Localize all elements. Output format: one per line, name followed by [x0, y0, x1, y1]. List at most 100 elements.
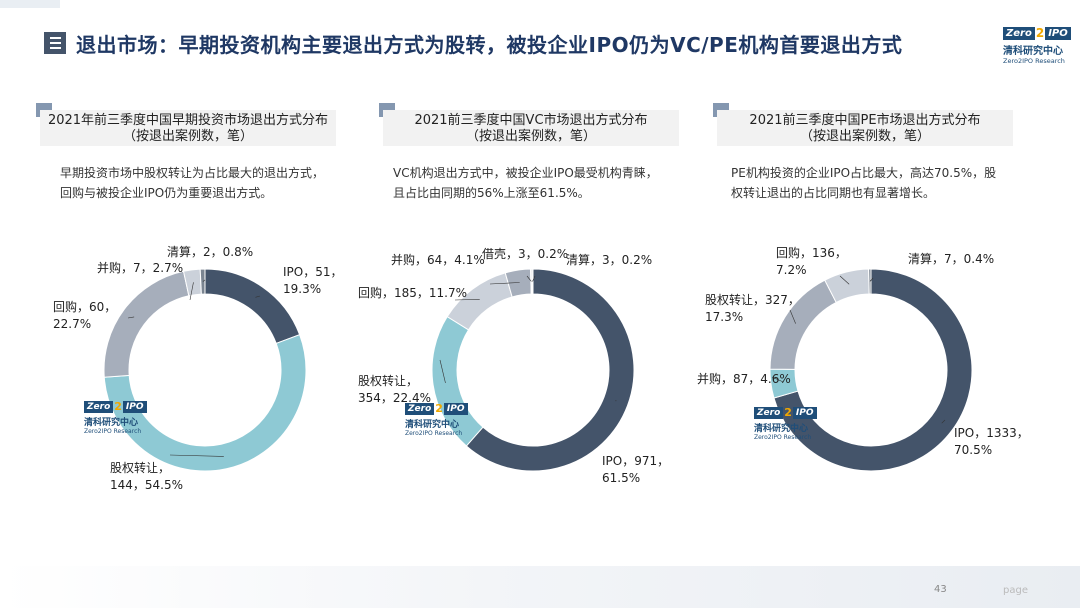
panel-title-line2: （按退出案例数，笔） — [122, 129, 253, 144]
logo-en-name: Zero2IPO Research — [405, 430, 463, 437]
slice-label-line1: 股权转让，327， — [705, 292, 800, 307]
slice-label: 股权转让， 354，22.4% — [358, 373, 431, 405]
slice-label-line1: IPO，1333， — [954, 426, 1029, 440]
panel-title: 2021年前三季度中国早期投资市场退出方式分布 （按退出案例数，笔） — [40, 110, 336, 146]
slice-label-line2: 7.2% — [776, 263, 807, 277]
logo-ipo: IPO — [792, 407, 817, 419]
slice-label: 清算，7，0.4% — [908, 251, 994, 266]
donut-slice-回购 — [446, 272, 513, 331]
panel-description: 早期投资市场中股权转让为占比最大的退出方式， 回购与被投企业IPO仍为重要退出方… — [60, 163, 350, 203]
panel-title-line2: （按退出案例数，笔） — [465, 129, 596, 144]
panel-desc-line1: PE机构投资的企业IPO占比最大，高达70.5%，股 — [731, 166, 997, 180]
slice-label-line2: 19.3% — [283, 282, 321, 296]
logo-zero: Zero — [754, 407, 784, 419]
leader-line — [189, 282, 194, 301]
panel-title: 2021前三季度中国VC市场退出方式分布 （按退出案例数，笔） — [383, 110, 679, 146]
slice-label-line2: 61.5% — [602, 471, 640, 485]
leader-line — [869, 277, 874, 282]
slice-label-line1: 回购，185，11.7% — [358, 285, 467, 300]
slice-label-line2: 22.7% — [53, 317, 91, 331]
panel-desc-line2: 回购与被投企业IPO仍为重要退出方式。 — [60, 186, 273, 200]
panel-title-line2: （按退出案例数，笔） — [799, 129, 930, 144]
logo-two: 2 — [784, 406, 792, 419]
slice-label-line1: 清算，2，0.8% — [167, 244, 253, 259]
slice-label-line2: 70.5% — [954, 443, 992, 457]
leader-line — [771, 376, 784, 383]
slice-label-line2: 17.3% — [705, 310, 743, 324]
brand-logo: Zero 2 IPO 清科研究中心 Zero2IPO Research — [1003, 27, 1071, 65]
leader-line — [127, 316, 135, 319]
leader-line — [839, 275, 850, 285]
leader-line — [439, 359, 446, 384]
slice-label: 股权转让，327， 17.3% — [705, 292, 800, 324]
panel-desc-line1: VC机构退出方式中，被投企业IPO最受机构青睐， — [393, 166, 658, 180]
panel-desc-line1: 早期投资市场中股权转让为占比最大的退出方式， — [60, 166, 325, 180]
panel-title-line1: 2021前三季度中国VC市场退出方式分布 — [414, 113, 648, 128]
leader-line — [202, 279, 206, 282]
menu-icon — [44, 32, 66, 54]
donut-slice-清算 — [531, 268, 534, 295]
logo-zero: Zero — [84, 401, 114, 413]
slice-label-line1: 回购，60， — [53, 299, 116, 314]
panel-description: PE机构投资的企业IPO占比最大，高达70.5%，股 权转让退出的占比同期也有显… — [731, 163, 1021, 203]
slice-label: IPO，1333， 70.5% — [954, 426, 1029, 457]
logo-two: 2 — [114, 400, 122, 413]
leader-line — [255, 295, 261, 298]
slice-label-line1: IPO，971， — [602, 454, 669, 468]
slice-label-line1: 清算，7，0.4% — [908, 251, 994, 266]
slice-label-line1: 并购，7，2.7% — [97, 260, 183, 275]
logo-cn-name: 清科研究中心 — [754, 424, 809, 434]
slice-label-line2: 144，54.5% — [110, 478, 183, 492]
slice-label-line2: 354，22.4% — [358, 391, 431, 405]
slice-label: 并购，87，4.6% — [697, 371, 791, 386]
corner-accent — [0, 0, 60, 8]
slice-label-line1: 并购，64，4.1% — [391, 252, 485, 267]
slice-label-line1: IPO，51， — [283, 265, 343, 279]
leader-line — [169, 454, 224, 457]
logo-en-name: Zero2IPO Research — [754, 434, 812, 441]
slice-label-line1: 并购，87，4.6% — [697, 371, 791, 386]
logo-cn-name: 清科研究中心 — [405, 420, 460, 430]
watermark-logo: Zero 2 IPO 清科研究中心 Zero2IPO Research — [84, 401, 147, 435]
panel-title-line1: 2021年前三季度中国早期投资市场退出方式分布 — [47, 113, 329, 128]
panel-title-line1: 2021前三季度中国PE市场退出方式分布 — [749, 113, 981, 128]
slice-label-line1: 股权转让， — [358, 373, 418, 388]
logo-cn-name: 清科研究中心 — [84, 418, 139, 428]
leader-line — [526, 275, 532, 282]
slice-label: IPO，971， 61.5% — [602, 454, 669, 485]
slice-label: 并购，7，2.7% — [97, 260, 183, 275]
title-bar: 退出市场：早期投资机构主要退出方式为股转，被投企业IPO仍为VC/PE机构首要退… — [44, 28, 902, 58]
logo-en-name: Zero2IPO Research — [84, 428, 142, 435]
slice-label: IPO，51， 19.3% — [283, 265, 343, 296]
leader-line — [941, 419, 946, 424]
slice-label-line1: 股权转让， — [110, 460, 170, 475]
leader-line — [532, 275, 536, 282]
page-number: 43 — [934, 584, 947, 595]
footer-band — [0, 566, 1080, 608]
logo-zero: Zero — [1003, 27, 1035, 40]
slice-label-line1: 清算，3，0.2% — [566, 252, 652, 267]
watermark-logo: Zero 2 IPO 清科研究中心 Zero2IPO Research — [405, 403, 468, 437]
logo-cn-name: 清科研究中心 — [1003, 46, 1063, 57]
logo-zero: Zero — [405, 403, 435, 415]
panel-description: VC机构退出方式中，被投企业IPO最受机构青睐， 且占比由同期的56%上涨至61… — [393, 163, 683, 203]
slice-label: 回购，60， 22.7% — [53, 299, 116, 331]
leader-line — [489, 282, 520, 285]
panel-desc-line2: 且占比由同期的56%上涨至61.5%。 — [393, 186, 590, 200]
leader-line — [454, 299, 480, 301]
slice-label: 清算，3，0.2% — [566, 252, 652, 267]
page-word: page — [1003, 585, 1028, 596]
panel-desc-line2: 权转让退出的占比同期也有显著增长。 — [731, 186, 936, 200]
logo-ipo: IPO — [1045, 27, 1071, 40]
slice-label-line1: 借壳，3，0.2% — [482, 247, 568, 261]
logo-ipo: IPO — [443, 403, 468, 415]
page-title: 退出市场：早期投资机构主要退出方式为股转，被投企业IPO仍为VC/PE机构首要退… — [76, 32, 903, 57]
donut-slice-清算 — [199, 268, 206, 295]
slice-label: 借壳，3，0.2% — [482, 247, 568, 261]
donut-slice-回购 — [103, 270, 190, 378]
slice-label: 并购，64，4.1% — [391, 252, 485, 267]
slice-label: 回购，136， 7.2% — [776, 245, 847, 277]
donut-slice-清算 — [868, 268, 872, 295]
leader-line — [789, 309, 796, 324]
